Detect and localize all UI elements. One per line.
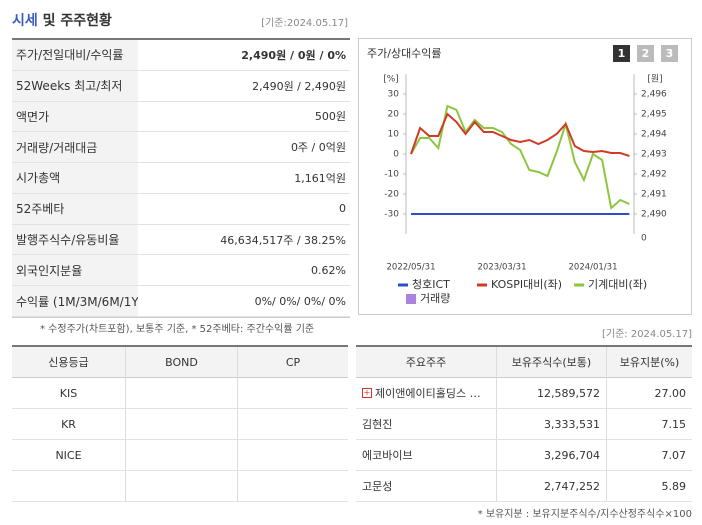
table-cell: KR [12,409,125,440]
y-tick-label: -10 [384,170,399,180]
table-cell: + 제이앤에이티홀딩스 … [356,378,496,409]
date: [기준:2024.05.17] [261,18,348,29]
row-value: 46,634,517주 / 38.25% [138,225,350,256]
column-header: CP [237,347,348,378]
table-cell: 에코바이브 [356,440,496,471]
button-label: 2 [642,47,650,60]
row-value: 0 [138,194,350,225]
title-rest: 및 주주현황 [42,13,112,29]
chart-button[interactable]: 2 [637,45,654,62]
table-cell: 고문성 [356,471,496,502]
summary-table: 주가/전일대비/수익률 2,490원 / 0원 / 0% 52Weeks 최고/최저… [12,38,350,318]
chart-button[interactable]: 3 [661,45,678,62]
button-box [613,45,630,62]
column-header: 보유주식수(보통) [496,347,606,378]
y2-bottom-label: 0 [641,234,647,244]
row-value: 0%/ 0%/ 0%/ 0% [138,286,350,317]
button-label: 3 [666,47,674,60]
row-label: 액면가 [12,101,138,133]
table-cell [237,471,348,502]
series-line [410,112,630,157]
y2-tick-label: 2,494 [641,130,667,140]
row-value: 2,490원 / 2,490원 [138,71,350,102]
summary-note: * 수정주가(차트포함), 보통주 기준, * 52주베타: 주간수익률 기준 [40,324,315,335]
y2-tick-label: 2,493 [641,150,667,160]
y-tick-label: -30 [384,210,399,220]
section-title: 시세 및 주주현황 [12,10,112,30]
table-cell [237,409,348,440]
row-value: 500원 [138,102,350,133]
y2-tick-label: 2,495 [641,110,667,120]
table-cell [125,378,237,409]
row-label: 발행주식수/유동비율 [12,224,138,256]
footnote: * 보유지분 : 보유지분주식수/지수산정주식수×100 [477,509,692,520]
table-cell: 5.89 [606,471,692,502]
legend-label: 기계대비(좌) [588,278,647,291]
table-cell [125,440,237,471]
rating-table: 신용등급 KIS KR NICE BOND CP [12,345,348,502]
table-cell: NICE [12,440,125,471]
table-cell: 7.07 [606,440,692,471]
table-cell [12,471,125,502]
legend-label: 거래량 [420,292,450,305]
column-header: 신용등급 [12,347,125,378]
row-value: 0주 / 0억원 [138,132,350,164]
legend-label: KOSPI대비(좌) [491,278,562,291]
button-label: 1 [618,47,626,60]
row-label: 수익률 (1M/3M/6M/1Y) [12,286,138,317]
table-cell: 3,296,704 [496,440,606,471]
column-header: 보유지분(%) [606,347,692,378]
table-cell: 3,333,531 [496,409,606,440]
legend-swatch [406,294,416,304]
table-cell: 김현진 [356,409,496,440]
y2-tick-label: 2,496 [641,90,667,100]
table-cell: KIS [12,378,125,409]
y2-tick-label: 2,491 [641,190,667,200]
row-label: 52주베타 [12,193,138,225]
chart: 주가/상대수익률 1 2 3 [%] [원] 0 30 20 10 0 -10 -20 -30 2,496 2… [367,45,678,305]
row-value: 2,490원 / 0원 / 0% [138,40,350,71]
x-tick-label: 2022/05/31 [387,263,436,273]
y-tick-label: 20 [388,110,400,120]
y-tick-label: 10 [388,130,400,140]
table-cell [237,440,348,471]
shareholder-table: 주요주주 + 제이앤에이티홀딩스 … 김현진 에코바이브 고문성 보유주식수(보통) 12,5… [356,345,692,502]
row-label: 외국인지분율 [12,255,138,287]
table-cell: 12,589,572 [496,378,606,409]
table-cell [237,378,348,409]
table-cell [125,471,237,502]
button-box [637,45,654,62]
legend-label: 청호ICT [412,278,450,291]
title-main: 시세 [12,13,38,29]
x-tick-label: 2023/03/31 [478,263,527,273]
shareholder-date: [기준: 2024.05.17] [601,329,692,340]
series-line [410,104,630,210]
column-header: 주요주주 [356,347,496,378]
button-box [661,45,678,62]
y-tick-label: 30 [388,90,400,100]
row-label: 시가총액 [12,163,138,194]
row-value: 1,161억원 [138,163,350,194]
table-cell [125,409,237,440]
row-label: 거래량/거래대금 [12,132,138,164]
y-unit: [%] [383,75,399,85]
table-cell: 2,747,252 [496,471,606,502]
y2-tick-label: 2,490 [641,210,667,220]
row-label: 52Weeks 최고/최저 [12,70,138,102]
y2-unit: [원] [647,74,662,85]
x-tick-label: 2024/01/31 [569,263,618,273]
row-label: 주가/전일대비/수익률 [12,40,138,71]
expand-icon[interactable]: + [362,388,372,398]
table-cell: 7.15 [606,409,692,440]
row-value: 0.62% [138,255,350,287]
table-cell: 27.00 [606,378,692,409]
chart-title: 주가/상대수익률 [367,47,442,60]
chart-button[interactable]: 1 [613,45,630,62]
chart-panel: 주가/상대수익률 1 2 3 [%] [원] 0 30 20 10 0 -10 -20 -30 2,496 2… [358,38,692,315]
y2-tick-label: 2,492 [641,170,667,180]
y-tick-label: 0 [393,150,399,160]
column-header: BOND [125,347,237,378]
y-tick-label: -20 [384,190,399,200]
